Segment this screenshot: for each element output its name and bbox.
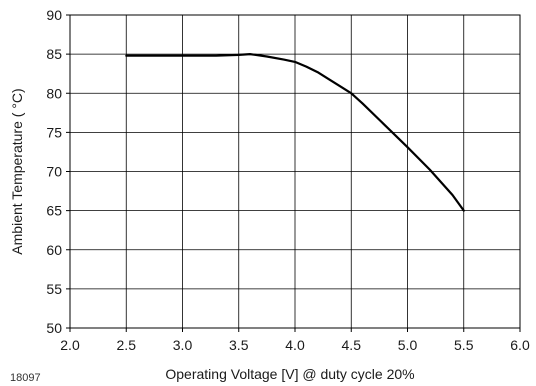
y-tick-label: 80 bbox=[46, 85, 62, 101]
x-tick-label: 4.5 bbox=[342, 337, 362, 353]
y-tick-label: 60 bbox=[46, 242, 62, 258]
y-tick-label: 70 bbox=[46, 164, 62, 180]
y-tick-label: 55 bbox=[46, 281, 62, 297]
y-tick-label: 85 bbox=[46, 46, 62, 62]
x-tick-label: 6.0 bbox=[510, 337, 530, 353]
x-tick-label: 3.0 bbox=[173, 337, 193, 353]
x-tick-label: 4.0 bbox=[285, 337, 305, 353]
x-tick-label: 3.5 bbox=[229, 337, 249, 353]
axis-ticks bbox=[66, 14, 521, 332]
y-tick-label: 65 bbox=[46, 203, 62, 219]
y-tick-label: 50 bbox=[46, 320, 62, 336]
figure-id: 18097 bbox=[10, 372, 41, 384]
x-tick-label: 5.5 bbox=[454, 337, 474, 353]
y-axis-title: Ambient Temperature ( °C) bbox=[9, 88, 25, 254]
x-axis-title: Operating Voltage [V] @ duty cycle 20% bbox=[165, 366, 414, 382]
series-layer bbox=[125, 53, 465, 212]
tick-labels: 50 55 60 65 70 75 80 85 90 2.0 2.5 3.0 3.5 4.0 4.5 5.0 5… bbox=[46, 7, 530, 353]
x-tick-label: 2.0 bbox=[60, 337, 80, 353]
x-tick-label: 5.0 bbox=[398, 337, 418, 353]
y-tick-label: 75 bbox=[46, 124, 62, 140]
x-tick-label: 2.5 bbox=[117, 337, 137, 353]
series-line bbox=[125, 53, 465, 212]
y-tick-label: 90 bbox=[46, 7, 62, 23]
